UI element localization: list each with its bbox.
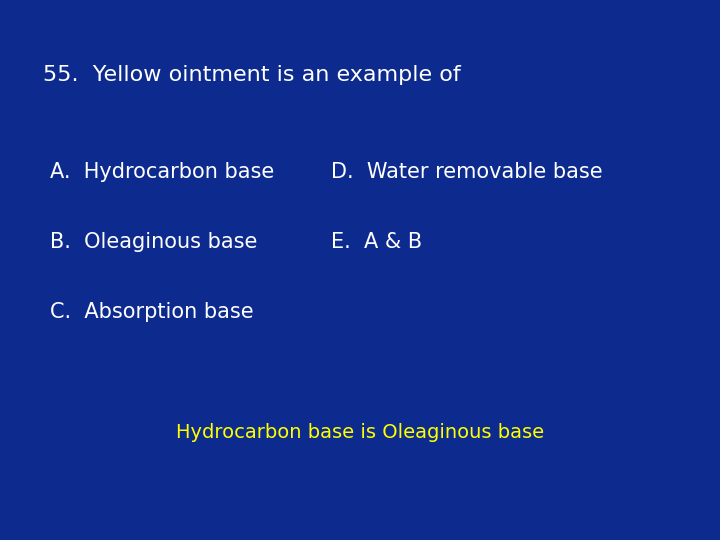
Text: D.  Water removable base: D. Water removable base (331, 162, 603, 182)
Text: C.  Absorption base: C. Absorption base (50, 302, 254, 322)
Text: E.  A & B: E. A & B (331, 232, 423, 252)
Text: A.  Hydrocarbon base: A. Hydrocarbon base (50, 162, 274, 182)
Text: B.  Oleaginous base: B. Oleaginous base (50, 232, 258, 252)
Text: 55.  Yellow ointment is an example of: 55. Yellow ointment is an example of (43, 65, 461, 85)
Text: Hydrocarbon base is Oleaginous base: Hydrocarbon base is Oleaginous base (176, 422, 544, 442)
